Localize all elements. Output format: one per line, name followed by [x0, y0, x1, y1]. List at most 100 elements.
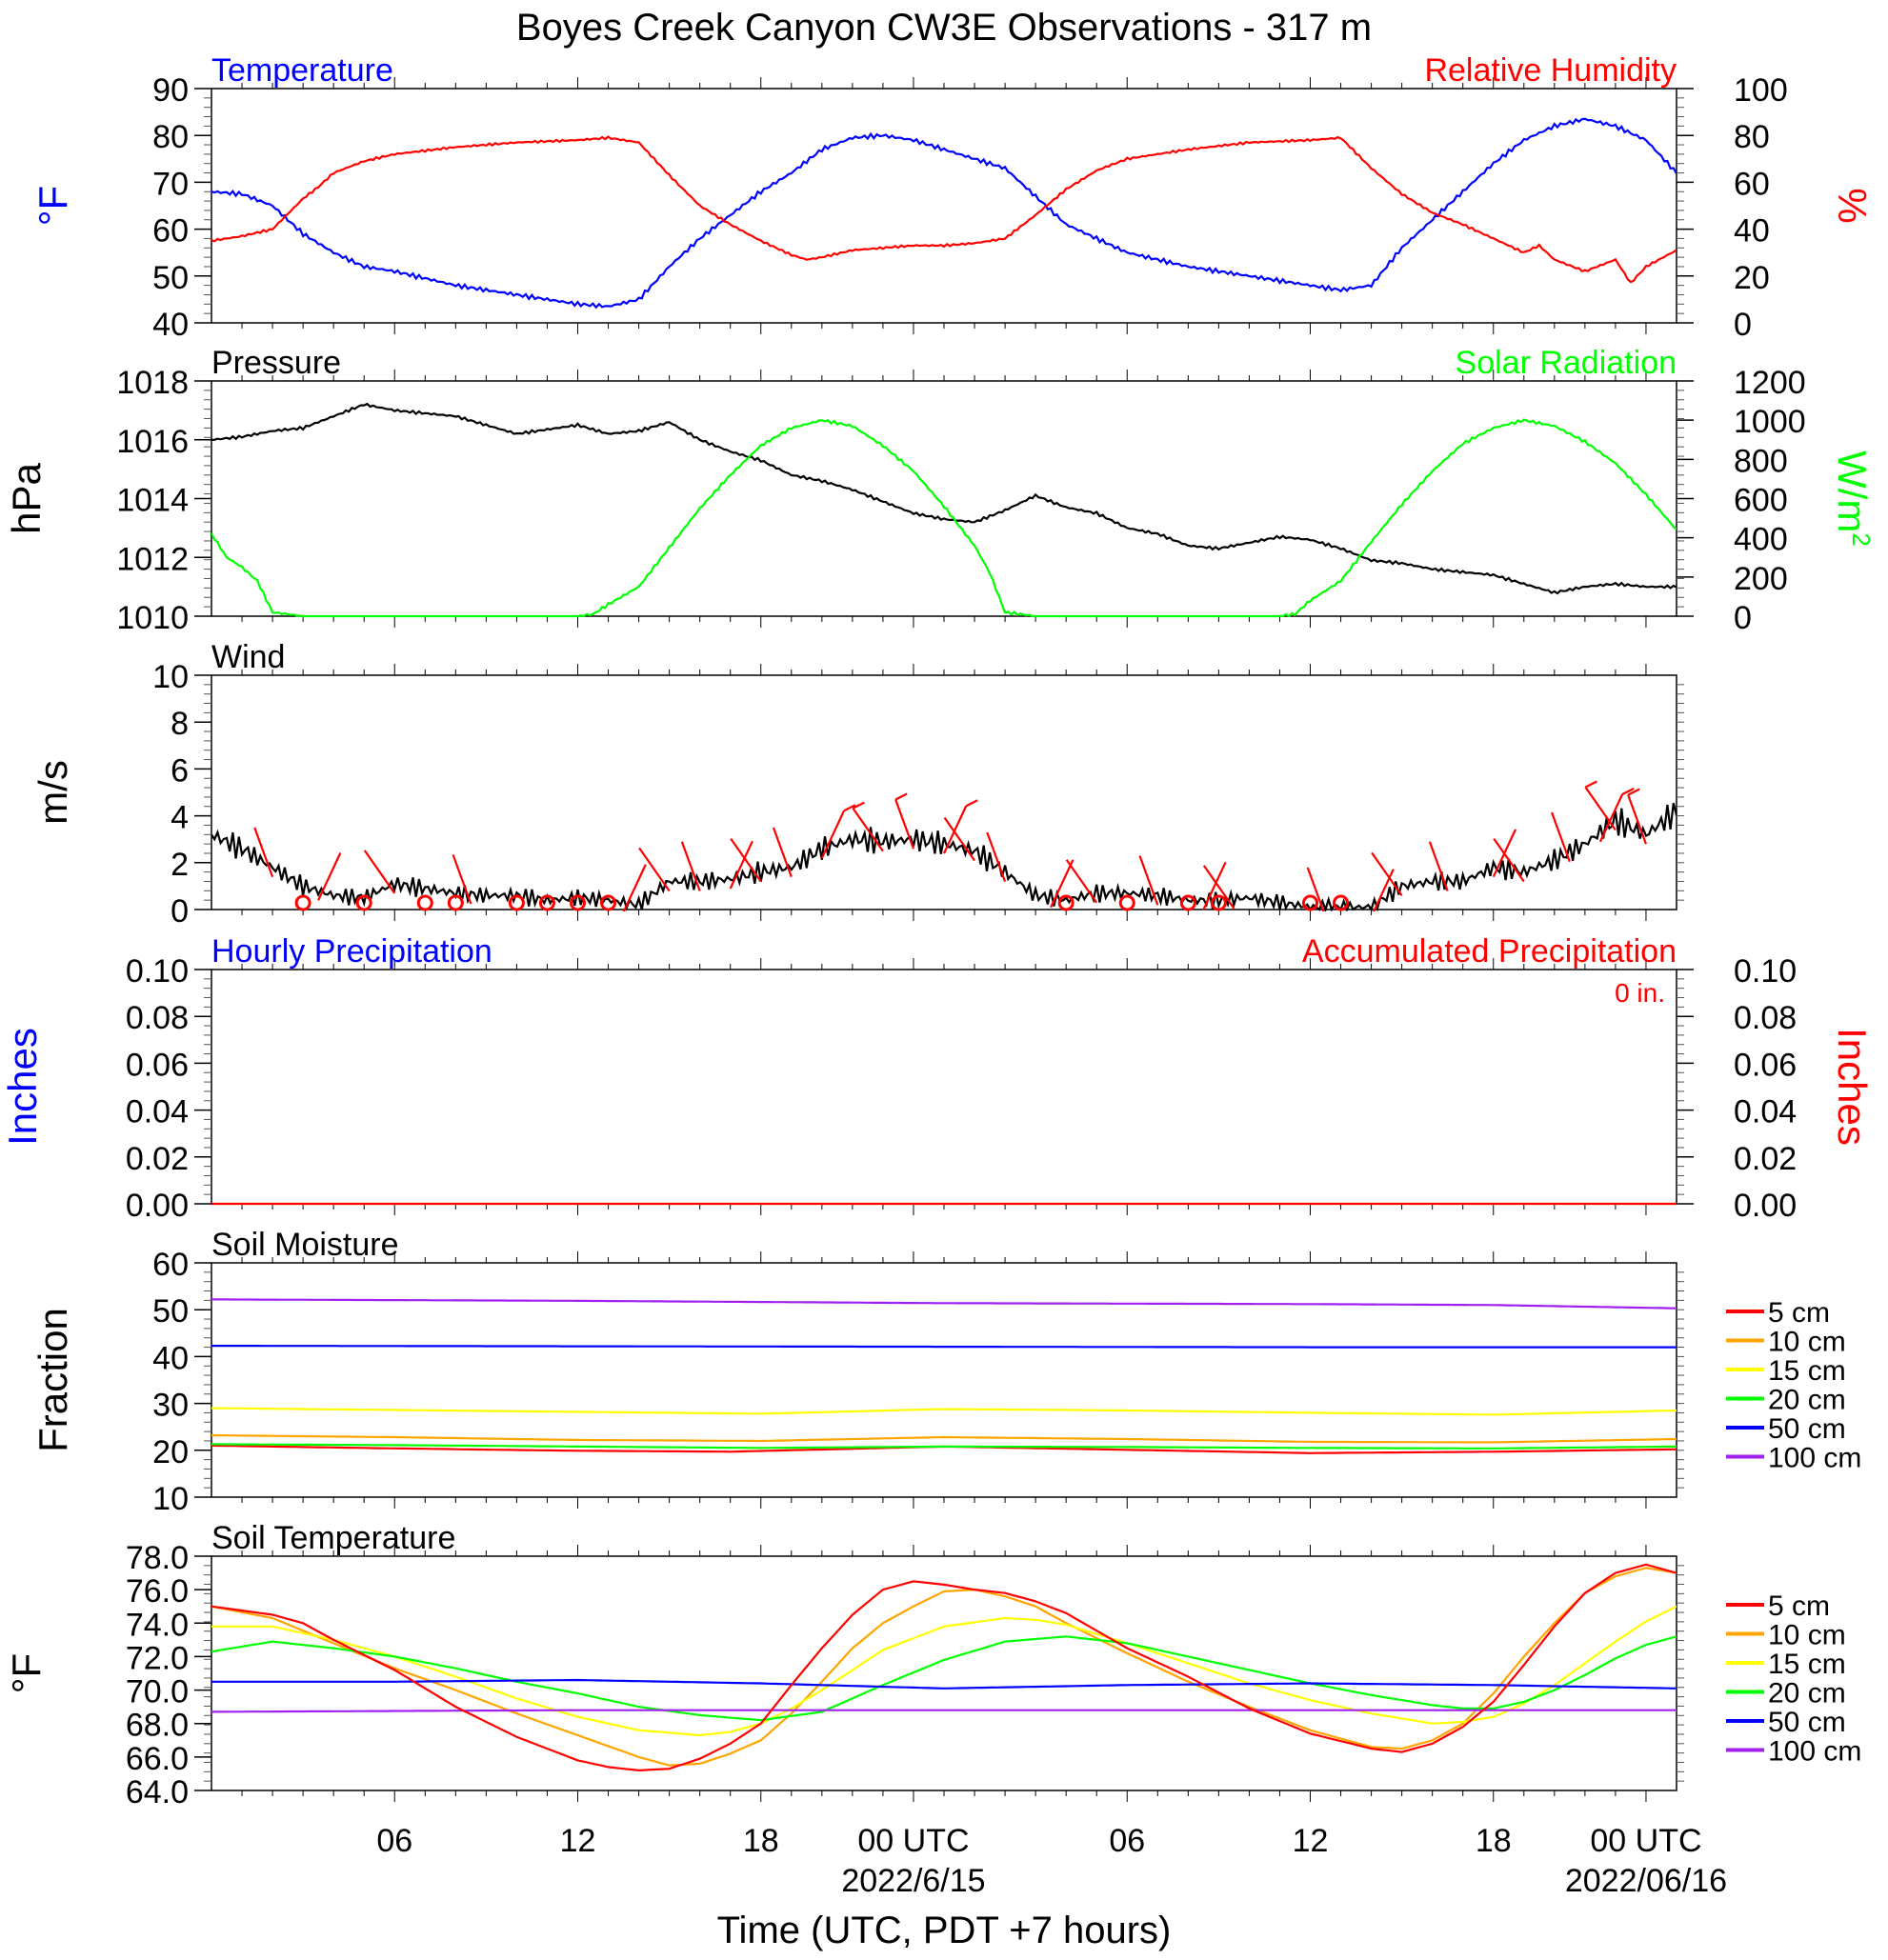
legend-label: 100 cm: [1768, 1443, 1861, 1474]
series-line-red: [211, 135, 1677, 284]
y-axis-label-left: Inches: [0, 1028, 45, 1146]
calm-circle: [1179, 894, 1196, 911]
x-tick-label: 06: [1109, 1823, 1145, 1859]
y-axis-label-right: %: [1830, 188, 1875, 223]
calm-circle: [1210, 894, 1227, 911]
series-line-100-cm: [211, 1709, 1677, 1713]
y-tick-label-right: 800: [1734, 443, 1788, 479]
x-tick-label: 12: [560, 1823, 596, 1859]
y-tick-label: 40: [152, 1340, 189, 1376]
annotation: 0 in.: [1615, 978, 1665, 1008]
y-axis-label-right: Inches: [1830, 1028, 1875, 1146]
x-tick-date: 2022/6/15: [841, 1863, 985, 1899]
series-line-green: [211, 418, 1677, 618]
y-tick-label: 70.0: [126, 1674, 189, 1710]
y-tick-label-right: 400: [1734, 522, 1788, 558]
y-tick-label-right: 40: [1734, 213, 1770, 250]
wind-barb: [986, 831, 1007, 883]
y-tick-label: 74.0: [126, 1607, 189, 1643]
y-tick-label: 68.0: [126, 1708, 189, 1744]
y-tick-label: 4: [171, 800, 189, 836]
y-axis-label-left: hPa: [4, 462, 49, 533]
legend-label: 10 cm: [1768, 1327, 1846, 1358]
calm-circle: [1118, 894, 1135, 911]
panel-title-right: Solar Radiation: [1456, 345, 1677, 381]
x-tick-label: 12: [1293, 1823, 1329, 1859]
x-tick-label: 00 UTC: [857, 1823, 969, 1859]
wind-barb: [943, 816, 975, 862]
series-line-50-cm: [211, 1344, 1677, 1349]
legend-label: 50 cm: [1768, 1707, 1846, 1738]
x-tick-label: 18: [1476, 1823, 1512, 1859]
panel-title-left: Soil Temperature: [211, 1520, 455, 1556]
x-axis-title: Time (UTC, PDT +7 hours): [717, 1910, 1172, 1951]
y-tick-label: 1010: [116, 600, 189, 636]
calm-circle: [447, 894, 464, 911]
legend-label: 20 cm: [1768, 1385, 1846, 1416]
y-tick-label: 60: [152, 213, 189, 250]
panel-title-right: Relative Humidity: [1424, 52, 1677, 89]
x-tick-date: 2022/06/16: [1565, 1863, 1727, 1899]
y-tick-label: 1014: [116, 483, 189, 519]
y-tick-label: 10: [152, 1481, 189, 1517]
y-axis-label-left: Fraction: [30, 1308, 75, 1452]
y-tick-label-right: 600: [1734, 483, 1788, 519]
series-line-black: [211, 802, 1677, 911]
y-tick-label: 66.0: [126, 1741, 189, 1777]
panel-precip: 0.00 0.02 0.04 0.06 0.08 0.10 0.00 0.02 0.04 0.06…: [0, 933, 1875, 1224]
y-axis-label-left: °F: [4, 1653, 49, 1693]
series-line-5-cm: [211, 1563, 1677, 1772]
y-axis-label-left: m/s: [30, 760, 75, 825]
wind-barb: [452, 853, 472, 905]
plot-frame: [211, 380, 1677, 617]
series-line-black: [211, 402, 1677, 595]
panel-wind: 0 2 4 6 8 10 Wind m/s: [30, 639, 1684, 930]
calm-circle: [570, 894, 586, 911]
y-tick-label: 0: [171, 893, 189, 930]
calm-circle: [1057, 894, 1075, 911]
calm-circle: [508, 894, 525, 911]
y-tick-label-right: 60: [1734, 166, 1770, 202]
panel-soil_moist: 10 20 30 40 50 60 Soil Moisture Fraction 5 cm10 …: [30, 1227, 1861, 1517]
legend-label: 100 cm: [1768, 1736, 1861, 1768]
y-tick-label: 1012: [116, 541, 189, 577]
wind-barb: [852, 807, 884, 852]
y-tick-label-right: 0.06: [1734, 1047, 1797, 1083]
y-tick-label: 1018: [116, 365, 189, 401]
wind-barb: [1138, 855, 1159, 906]
y-tick-label-right: 0.00: [1734, 1188, 1797, 1224]
wind-barb: [1551, 811, 1571, 863]
y-tick-label: 0.04: [126, 1094, 189, 1130]
y-tick-label: 40: [152, 307, 189, 343]
y-axis-label-sup: 2: [1847, 532, 1876, 546]
panel-title-left: Soil Moisture: [211, 1227, 399, 1263]
y-tick-label: 78.0: [126, 1540, 189, 1576]
wind-barb: [622, 864, 647, 911]
y-tick-label-right: 1200: [1734, 365, 1806, 401]
y-tick-label-right: 80: [1734, 119, 1770, 155]
y-tick-label-right: 0: [1734, 600, 1752, 636]
calm-circle: [1333, 894, 1350, 911]
series-line-100-cm: [211, 1298, 1677, 1310]
y-tick-label-right: 1000: [1734, 404, 1806, 440]
y-tick-label: 0.02: [126, 1141, 189, 1177]
legend-label: 5 cm: [1768, 1297, 1830, 1329]
series-group: [211, 402, 1677, 618]
panel-temp_rh: 40 50 60 70 80 90 0 20 40 60 80 100 Temperature Relat…: [30, 52, 1875, 343]
panel-title-left: Hourly Precipitation: [211, 933, 492, 970]
y-tick-label: 30: [152, 1388, 189, 1424]
y-tick-label-right: 100: [1734, 72, 1788, 109]
wind-barb: [730, 837, 762, 883]
wind-barb: [1202, 861, 1227, 910]
y-tick-label: 8: [171, 706, 189, 742]
chart-title: Boyes Creek Canyon CW3E Observations - 3…: [516, 7, 1372, 49]
y-tick-label-right: 0.10: [1734, 953, 1797, 990]
wind-barb: [1202, 865, 1235, 910]
wind-barb: [363, 850, 396, 894]
x-tick-label: 06: [376, 1823, 412, 1859]
legend-label: 15 cm: [1768, 1649, 1846, 1680]
wind-barb: [943, 805, 968, 854]
wind-barb: [729, 840, 753, 890]
y-axis-label-right: W/m2: [1830, 450, 1876, 547]
series-line-15-cm: [211, 1407, 1677, 1416]
